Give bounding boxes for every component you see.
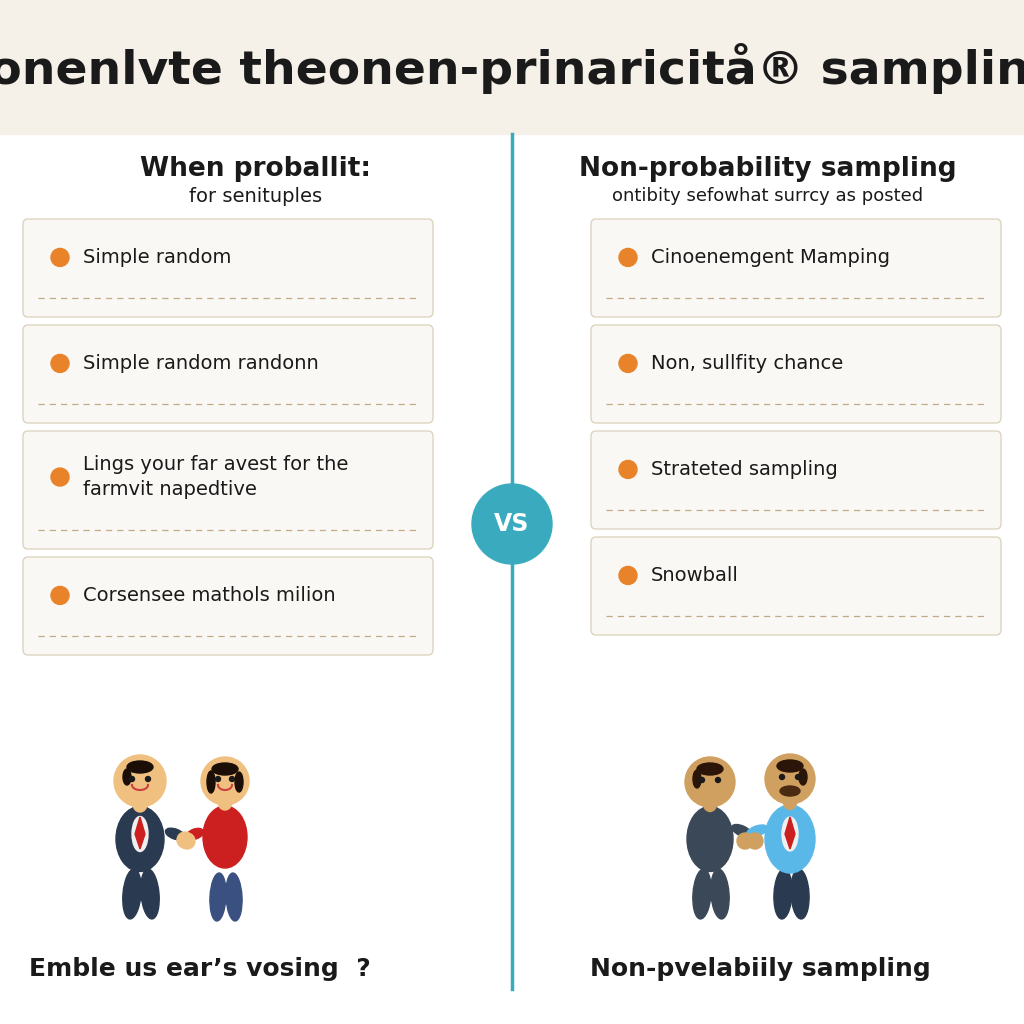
Ellipse shape	[203, 806, 247, 868]
Ellipse shape	[123, 769, 131, 785]
Ellipse shape	[703, 797, 717, 811]
Text: Snowball: Snowball	[651, 566, 739, 585]
Ellipse shape	[116, 807, 164, 871]
Text: Cinoenemgent Mamping: Cinoenemgent Mamping	[651, 248, 890, 267]
Circle shape	[765, 754, 815, 804]
FancyBboxPatch shape	[591, 325, 1001, 423]
Text: Simple random: Simple random	[83, 248, 231, 267]
Ellipse shape	[693, 869, 711, 919]
Circle shape	[201, 757, 249, 805]
Circle shape	[51, 249, 69, 266]
Circle shape	[177, 831, 193, 848]
Circle shape	[796, 774, 801, 779]
Bar	[0, 0, 1024, 134]
Text: ⓒonenlvte theonen-prinaricitå® sampling: ⓒonenlvte theonen-prinaricitå® sampling	[0, 43, 1024, 94]
Ellipse shape	[765, 805, 815, 873]
Circle shape	[699, 777, 705, 782]
FancyBboxPatch shape	[23, 557, 433, 655]
FancyBboxPatch shape	[23, 219, 433, 317]
Text: Strateted sampling: Strateted sampling	[651, 460, 838, 479]
Circle shape	[618, 249, 637, 266]
FancyBboxPatch shape	[23, 431, 433, 549]
Ellipse shape	[780, 786, 800, 796]
Ellipse shape	[711, 869, 729, 919]
Ellipse shape	[782, 817, 798, 851]
Circle shape	[685, 757, 735, 807]
Text: Lings your far avest for the
farmvit napedtive: Lings your far avest for the farmvit nap…	[83, 455, 348, 499]
Text: Non, sullfity chance: Non, sullfity chance	[651, 354, 843, 373]
Ellipse shape	[132, 816, 148, 852]
Ellipse shape	[777, 760, 803, 772]
Text: Non-probability sampling: Non-probability sampling	[580, 156, 956, 182]
Text: When proballit:: When proballit:	[140, 156, 372, 182]
Circle shape	[145, 776, 151, 781]
Circle shape	[51, 587, 69, 604]
Ellipse shape	[693, 770, 701, 788]
Ellipse shape	[799, 769, 807, 785]
Polygon shape	[135, 817, 145, 849]
Text: Corsensee mathols milion: Corsensee mathols milion	[83, 586, 336, 605]
Ellipse shape	[133, 796, 147, 812]
Ellipse shape	[210, 873, 226, 921]
Circle shape	[51, 354, 69, 373]
Ellipse shape	[774, 869, 793, 919]
Circle shape	[779, 774, 784, 779]
Circle shape	[618, 461, 637, 478]
Ellipse shape	[127, 761, 153, 773]
Circle shape	[737, 833, 753, 849]
Circle shape	[618, 566, 637, 585]
Ellipse shape	[123, 869, 141, 919]
Circle shape	[51, 468, 69, 486]
Ellipse shape	[687, 807, 733, 871]
Circle shape	[746, 833, 763, 849]
Ellipse shape	[732, 824, 753, 838]
Circle shape	[179, 833, 195, 849]
Ellipse shape	[791, 869, 809, 919]
Text: Emble us ear’s vosing  ?: Emble us ear’s vosing ?	[29, 957, 371, 981]
Ellipse shape	[226, 873, 242, 921]
Circle shape	[114, 755, 166, 807]
Circle shape	[215, 776, 220, 781]
Ellipse shape	[140, 869, 159, 919]
Ellipse shape	[212, 763, 238, 775]
Text: Simple random randonn: Simple random randonn	[83, 354, 318, 373]
Ellipse shape	[166, 828, 184, 840]
Ellipse shape	[783, 795, 797, 810]
Ellipse shape	[234, 772, 243, 792]
Circle shape	[472, 484, 552, 564]
FancyBboxPatch shape	[591, 219, 1001, 317]
Circle shape	[129, 776, 134, 781]
Text: for senituples: for senituples	[189, 186, 323, 206]
Ellipse shape	[186, 828, 204, 840]
Text: VS: VS	[495, 512, 529, 536]
Text: Non-pvelabiily sampling: Non-pvelabiily sampling	[590, 957, 931, 981]
FancyBboxPatch shape	[591, 431, 1001, 529]
FancyBboxPatch shape	[591, 537, 1001, 635]
Ellipse shape	[218, 796, 231, 810]
Ellipse shape	[697, 763, 723, 775]
Text: ontibity sefowhat surrcy as posted: ontibity sefowhat surrcy as posted	[612, 187, 924, 205]
Circle shape	[229, 776, 234, 781]
Ellipse shape	[207, 771, 215, 793]
Polygon shape	[785, 817, 795, 849]
Circle shape	[716, 777, 721, 782]
Ellipse shape	[746, 825, 767, 837]
Circle shape	[618, 354, 637, 373]
FancyBboxPatch shape	[23, 325, 433, 423]
